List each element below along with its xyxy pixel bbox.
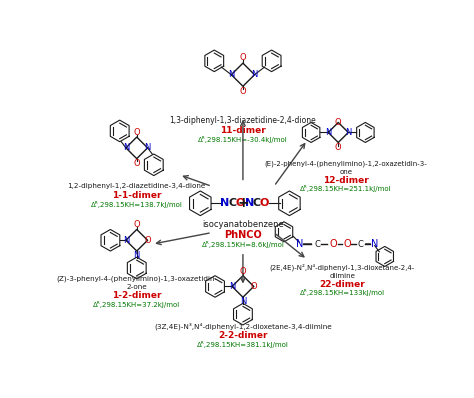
Text: N: N	[345, 128, 352, 137]
Text: O: O	[344, 239, 351, 249]
Text: O: O	[134, 159, 140, 168]
Text: C: C	[253, 198, 261, 208]
Text: O: O	[235, 198, 245, 208]
Text: O: O	[134, 220, 140, 229]
Text: O: O	[335, 143, 342, 152]
Text: Δᴿ,298.15KH=-30.4kJ/mol: Δᴿ,298.15KH=-30.4kJ/mol	[198, 136, 288, 143]
Text: 12-dimer: 12-dimer	[323, 176, 369, 185]
Text: Δᴿ,298.15KH=381.1kJ/mol: Δᴿ,298.15KH=381.1kJ/mol	[197, 341, 289, 348]
Text: C: C	[314, 240, 320, 249]
Text: N: N	[123, 143, 129, 152]
Text: (3Z,4E)-N³,N⁴-diphenyl-1,2-dioxetane-3,4-diimine: (3Z,4E)-N³,N⁴-diphenyl-1,2-dioxetane-3,4…	[154, 323, 332, 330]
Text: (E)-2-phenyl-4-(phenylimino)-1,2-oxazetidin-3-: (E)-2-phenyl-4-(phenylimino)-1,2-oxazeti…	[264, 160, 428, 166]
Text: O: O	[250, 282, 257, 291]
Text: O: O	[335, 118, 342, 127]
Text: N: N	[251, 70, 258, 79]
Text: 1-2-dimer: 1-2-dimer	[112, 291, 162, 300]
Text: C: C	[228, 198, 236, 208]
Text: Δᴿ,298.15KH=251.1kJ/mol: Δᴿ,298.15KH=251.1kJ/mol	[300, 185, 392, 192]
Text: N: N	[371, 239, 378, 249]
Text: Δᴿ,298.15KH=37.2kJ/mol: Δᴿ,298.15KH=37.2kJ/mol	[93, 300, 181, 308]
Text: isocyanatobenzene: isocyanatobenzene	[202, 220, 284, 229]
Text: 11-dimer: 11-dimer	[220, 127, 266, 135]
Text: O: O	[240, 53, 246, 62]
Text: 1,3-diphenyl-1,3-diazetidine-2,4-dione: 1,3-diphenyl-1,3-diazetidine-2,4-dione	[170, 116, 316, 125]
Text: Δᴿ,298.15KH=133kJ/mol: Δᴿ,298.15KH=133kJ/mol	[300, 289, 385, 296]
Text: O: O	[134, 128, 140, 137]
Text: C: C	[358, 240, 364, 249]
Text: O: O	[260, 198, 269, 208]
Text: 22-dimer: 22-dimer	[319, 280, 365, 289]
Text: diimine: diimine	[329, 273, 355, 279]
Text: N: N	[145, 143, 151, 152]
Text: N: N	[123, 236, 129, 245]
Text: Δᴿ,298.15KH=138.7kJ/mol: Δᴿ,298.15KH=138.7kJ/mol	[91, 201, 182, 208]
Text: 1,2-diphenyl-1,2-diazetidine-3,4-dione: 1,2-diphenyl-1,2-diazetidine-3,4-dione	[68, 183, 206, 189]
Text: (Z)-3-phenyl-4-(phenylimino)-1,3-oxazetidin-: (Z)-3-phenyl-4-(phenylimino)-1,3-oxazeti…	[56, 275, 217, 282]
Text: N: N	[296, 239, 303, 249]
Text: N: N	[220, 198, 229, 208]
Text: N: N	[240, 297, 246, 306]
Text: O: O	[144, 236, 151, 245]
Text: one: one	[339, 169, 353, 175]
Text: PhNCO: PhNCO	[224, 230, 262, 240]
Text: 1-1-dimer: 1-1-dimer	[112, 191, 162, 200]
Text: N: N	[245, 198, 254, 208]
Text: 2-one: 2-one	[127, 284, 147, 290]
Text: Δᴿ,298.15KH=8.6kJ/mol: Δᴿ,298.15KH=8.6kJ/mol	[201, 241, 284, 248]
Text: O: O	[329, 239, 337, 249]
Text: N: N	[325, 128, 331, 137]
Text: N: N	[228, 70, 235, 79]
Text: O: O	[240, 87, 246, 96]
Text: O: O	[240, 267, 246, 275]
Text: N: N	[229, 282, 235, 291]
Text: +: +	[237, 196, 249, 210]
Text: N: N	[134, 251, 140, 260]
Text: (2E,4E)-N²,N⁴-diphenyl-1,3-dioxetane-2,4-: (2E,4E)-N²,N⁴-diphenyl-1,3-dioxetane-2,4…	[270, 263, 415, 271]
Text: 2-2-dimer: 2-2-dimer	[218, 331, 268, 340]
